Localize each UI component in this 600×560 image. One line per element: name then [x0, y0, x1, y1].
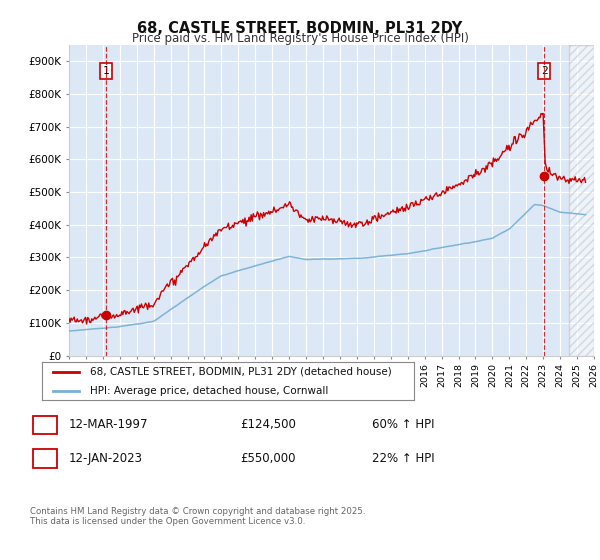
Text: 1: 1 — [103, 66, 110, 76]
Text: 22% ↑ HPI: 22% ↑ HPI — [372, 452, 434, 465]
Text: Contains HM Land Registry data © Crown copyright and database right 2025.
This d: Contains HM Land Registry data © Crown c… — [30, 507, 365, 526]
Text: Price paid vs. HM Land Registry's House Price Index (HPI): Price paid vs. HM Land Registry's House … — [131, 32, 469, 45]
Text: 68, CASTLE STREET, BODMIN, PL31 2DY (detached house): 68, CASTLE STREET, BODMIN, PL31 2DY (det… — [91, 367, 392, 377]
Text: £550,000: £550,000 — [240, 452, 296, 465]
Text: HPI: Average price, detached house, Cornwall: HPI: Average price, detached house, Corn… — [91, 386, 329, 396]
Text: £124,500: £124,500 — [240, 418, 296, 431]
Text: 1: 1 — [41, 418, 49, 431]
Text: 2: 2 — [541, 66, 547, 76]
Text: 68, CASTLE STREET, BODMIN, PL31 2DY: 68, CASTLE STREET, BODMIN, PL31 2DY — [137, 21, 463, 36]
Text: 2: 2 — [41, 452, 49, 465]
Text: 12-JAN-2023: 12-JAN-2023 — [69, 452, 143, 465]
Text: 12-MAR-1997: 12-MAR-1997 — [69, 418, 149, 431]
Text: 60% ↑ HPI: 60% ↑ HPI — [372, 418, 434, 431]
